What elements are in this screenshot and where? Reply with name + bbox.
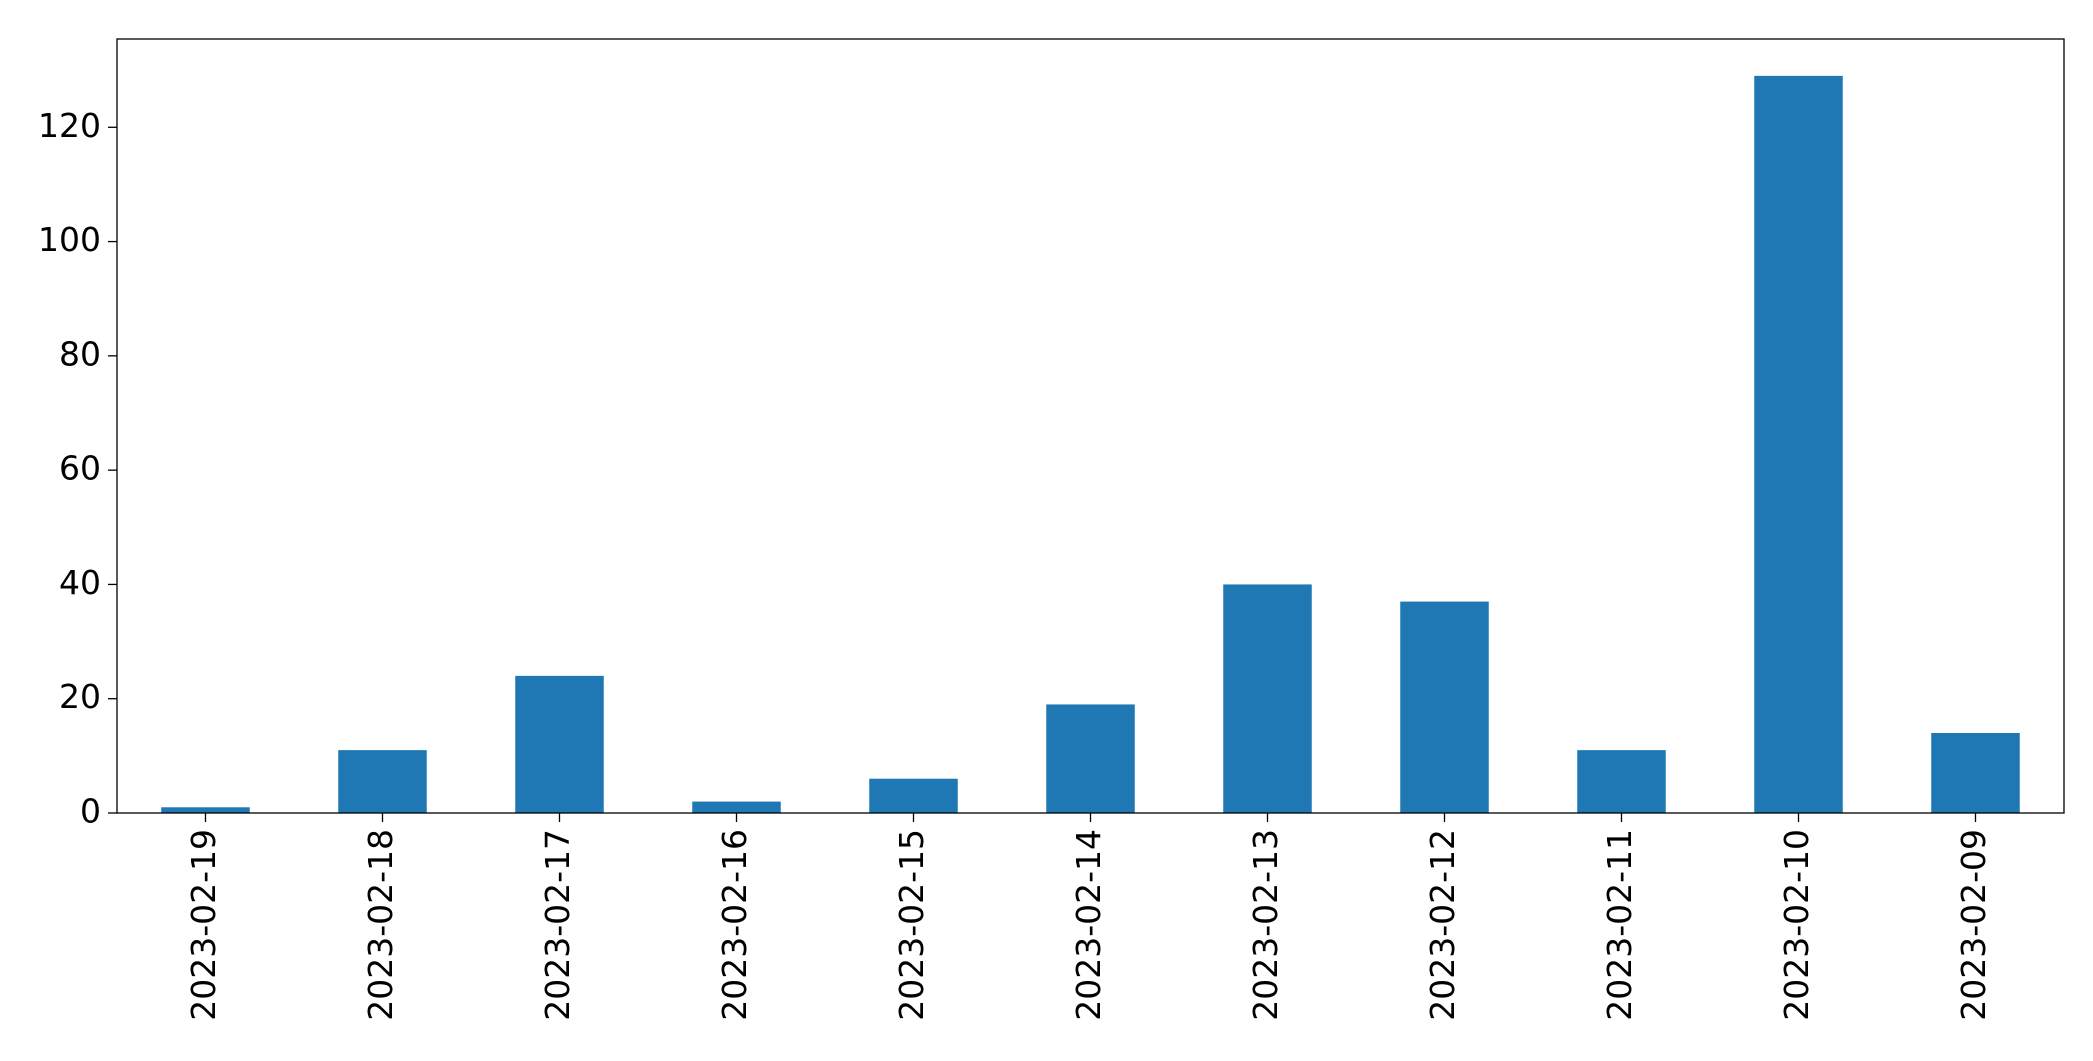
bar — [1223, 584, 1312, 813]
bar — [1400, 601, 1489, 813]
x-tick-label: 2023-02-16 — [715, 829, 754, 1021]
x-tick-label: 2023-02-12 — [1423, 829, 1462, 1021]
bar — [1754, 75, 1843, 814]
bar — [1577, 750, 1666, 813]
y-tick-label: 0 — [80, 792, 101, 831]
x-tick-label: 2023-02-15 — [892, 829, 931, 1021]
bar — [161, 807, 250, 813]
x-tick-label: 2023-02-18 — [361, 829, 400, 1021]
bar — [1046, 704, 1135, 813]
bar — [1931, 733, 2020, 813]
bar — [869, 778, 958, 813]
x-tick-label: 2023-02-10 — [1777, 829, 1816, 1021]
x-tick-label: 2023-02-13 — [1246, 829, 1285, 1021]
bar — [515, 675, 604, 813]
x-tick-label: 2023-02-11 — [1600, 829, 1639, 1021]
x-tick-label: 2023-02-14 — [1069, 829, 1108, 1021]
x-tick-label: 2023-02-09 — [1954, 829, 1993, 1021]
x-tick-label: 2023-02-17 — [538, 829, 577, 1021]
y-tick-label: 20 — [59, 677, 101, 716]
bar — [338, 750, 427, 813]
y-tick-label: 80 — [59, 334, 101, 373]
x-tick-label: 2023-02-19 — [184, 829, 223, 1021]
y-tick-label: 100 — [38, 220, 101, 259]
y-tick-label: 60 — [59, 449, 101, 488]
y-tick-label: 40 — [59, 563, 101, 602]
bar — [692, 801, 781, 813]
plot-frame — [116, 38, 2065, 814]
y-tick-label: 120 — [38, 106, 101, 145]
